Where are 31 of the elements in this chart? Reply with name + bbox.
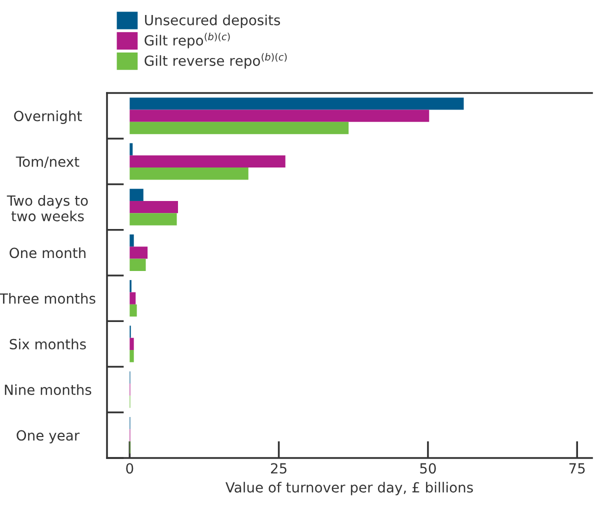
y-tick-label: Overnight xyxy=(14,110,82,124)
legend-label: Gilt reverse repo$^{(b)(c)}$ xyxy=(144,53,287,69)
x-tick-label: 50 xyxy=(420,463,436,474)
bar xyxy=(130,246,148,259)
bar xyxy=(130,258,146,271)
y-tick-label: Nine months xyxy=(4,384,92,396)
bar xyxy=(130,110,430,122)
bar xyxy=(130,213,177,226)
bar xyxy=(130,188,144,201)
bar xyxy=(130,122,349,134)
bar xyxy=(130,168,248,180)
bar xyxy=(130,143,133,156)
legend-label: Gilt repo$^{(b)(c)}$ xyxy=(144,32,230,48)
bar xyxy=(130,350,134,362)
bar xyxy=(130,338,134,350)
bar xyxy=(130,234,134,247)
x-tick-label: 25 xyxy=(270,463,286,474)
x-axis-title: Value of turnover per day, £ billions xyxy=(226,482,473,496)
legend-label: Unsecured deposits xyxy=(145,14,280,28)
bar xyxy=(130,304,137,317)
bar xyxy=(130,200,178,214)
x-tick-label: 0 xyxy=(126,463,134,474)
bar xyxy=(130,155,286,168)
x-tick-label: 75 xyxy=(569,463,585,474)
bar xyxy=(130,98,464,110)
y-tick-label: One month xyxy=(10,247,86,258)
bar xyxy=(130,292,136,304)
y-tick-label: Tom/next xyxy=(16,156,80,168)
y-tick-label: One year xyxy=(16,430,80,444)
y-tick-label: Two days to two weeks xyxy=(6,195,88,222)
y-tick-label: Six months xyxy=(10,338,86,350)
